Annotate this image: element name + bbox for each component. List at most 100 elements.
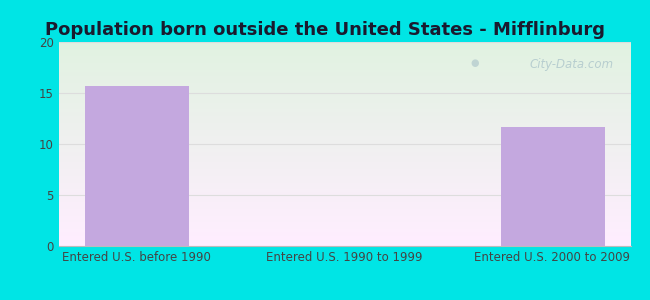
Bar	[58, 200, 630, 201]
Bar	[58, 178, 630, 179]
Bar	[58, 127, 630, 128]
Bar	[58, 134, 630, 135]
Bar	[58, 213, 630, 214]
Bar	[58, 121, 630, 122]
Bar	[58, 172, 630, 173]
Bar	[58, 125, 630, 126]
Bar	[58, 176, 630, 177]
Bar	[58, 201, 630, 202]
Bar	[58, 116, 630, 117]
Bar	[58, 85, 630, 86]
Bar	[58, 94, 630, 95]
Bar	[58, 206, 630, 207]
Bar	[58, 237, 630, 238]
Bar	[58, 234, 630, 235]
Bar	[58, 61, 630, 62]
Bar	[58, 83, 630, 84]
Bar	[58, 235, 630, 236]
Bar	[58, 105, 630, 106]
Bar	[58, 162, 630, 163]
Bar	[58, 227, 630, 228]
Bar	[58, 79, 630, 80]
Bar	[58, 175, 630, 176]
Bar	[58, 222, 630, 223]
Bar	[58, 145, 630, 146]
Bar	[58, 142, 630, 143]
Bar	[58, 199, 630, 200]
Bar	[58, 219, 630, 220]
Bar	[58, 224, 630, 225]
Bar	[58, 133, 630, 134]
Bar	[58, 138, 630, 139]
Bar	[58, 124, 630, 125]
Bar	[58, 156, 630, 157]
Bar	[58, 131, 630, 132]
Bar	[58, 113, 630, 114]
Bar	[58, 151, 630, 152]
Bar	[58, 115, 630, 116]
Bar	[58, 75, 630, 76]
Bar	[58, 89, 630, 90]
Bar	[58, 218, 630, 219]
Bar	[58, 70, 630, 71]
Bar	[58, 182, 630, 183]
Bar	[58, 52, 630, 53]
Bar	[58, 104, 630, 105]
Bar	[58, 48, 630, 49]
Bar	[58, 230, 630, 231]
Bar	[58, 189, 630, 190]
Bar	[58, 44, 630, 45]
Bar	[58, 202, 630, 203]
Bar	[58, 71, 630, 72]
Bar	[58, 160, 630, 161]
Bar	[58, 164, 630, 165]
Bar	[58, 181, 630, 182]
Bar	[58, 226, 630, 227]
Bar	[58, 81, 630, 82]
Bar	[58, 241, 630, 242]
Bar	[58, 107, 630, 108]
Bar	[58, 53, 630, 54]
Bar	[58, 63, 630, 64]
Bar	[58, 88, 630, 89]
Bar	[58, 168, 630, 169]
Bar	[58, 158, 630, 159]
Bar	[58, 179, 630, 180]
Bar	[58, 59, 630, 60]
Bar	[58, 73, 630, 74]
Bar	[58, 122, 630, 123]
Bar	[58, 139, 630, 140]
Bar	[58, 77, 630, 78]
Bar	[58, 186, 630, 187]
Bar	[58, 49, 630, 50]
Bar	[58, 183, 630, 184]
Bar	[58, 148, 630, 149]
Bar	[58, 74, 630, 75]
Bar	[58, 120, 630, 121]
Bar	[58, 137, 630, 138]
Bar	[58, 82, 630, 83]
Bar	[58, 46, 630, 47]
Bar	[58, 190, 630, 191]
Bar	[58, 51, 630, 52]
Bar	[58, 132, 630, 133]
Bar	[58, 60, 630, 61]
Bar	[58, 66, 630, 67]
Text: Population born outside the United States - Mifflinburg: Population born outside the United State…	[45, 21, 605, 39]
Bar	[58, 185, 630, 186]
Bar	[58, 205, 630, 206]
Bar	[58, 239, 630, 240]
Bar	[58, 114, 630, 115]
Bar	[58, 242, 630, 243]
Bar	[58, 93, 630, 94]
Bar	[58, 98, 630, 99]
Bar	[58, 136, 630, 137]
Bar	[58, 65, 630, 66]
Bar	[58, 217, 630, 218]
Bar	[58, 155, 630, 156]
Bar	[58, 146, 630, 147]
Bar	[58, 68, 630, 69]
Bar	[58, 100, 630, 101]
Bar	[58, 173, 630, 174]
Bar	[58, 64, 630, 65]
